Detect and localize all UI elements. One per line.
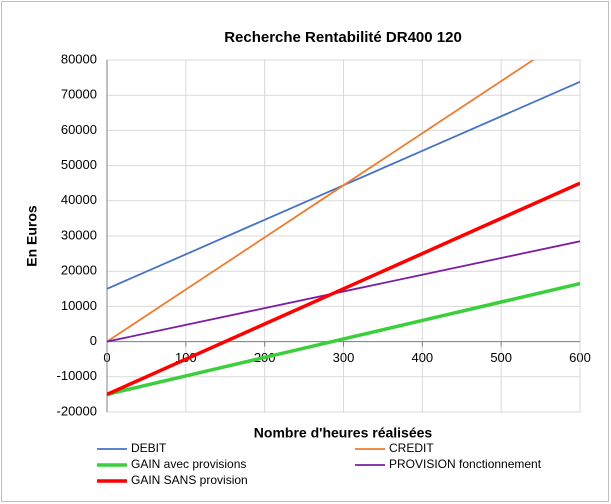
x-tick-label: 300 xyxy=(333,350,355,365)
y-tick-label: -10000 xyxy=(57,368,97,383)
y-tick-label: 40000 xyxy=(61,192,97,207)
legend-label: GAIN avec provisions xyxy=(131,457,246,471)
x-axis-title: Nombre d'heures réalisées xyxy=(254,425,433,441)
y-tick-label: 70000 xyxy=(61,87,97,102)
y-tick-label: -20000 xyxy=(57,403,97,418)
y-axis-title: En Euros xyxy=(24,205,40,267)
legend-label: PROVISION fonctionnement xyxy=(389,457,542,471)
legend-label: CREDIT xyxy=(389,441,434,455)
y-tick-label: 50000 xyxy=(61,157,97,172)
y-tick-label: 0 xyxy=(90,333,97,348)
y-tick-label: 30000 xyxy=(61,227,97,242)
y-tick-label: 80000 xyxy=(61,51,97,66)
y-tick-label: 60000 xyxy=(61,122,97,137)
y-tick-label: 10000 xyxy=(61,298,97,313)
x-tick-label: 500 xyxy=(490,350,512,365)
legend-label: GAIN SANS provision xyxy=(131,473,248,487)
series-line xyxy=(107,60,535,343)
x-tick-label: 400 xyxy=(411,350,433,365)
series-line xyxy=(107,240,580,343)
series-line xyxy=(107,181,580,396)
y-tick-label: 20000 xyxy=(61,263,97,278)
legend-label: DEBIT xyxy=(131,441,167,455)
chart-title: Recherche Rentabilité DR400 120 xyxy=(224,29,462,46)
plot-lines xyxy=(107,60,580,397)
series-line xyxy=(107,281,580,397)
